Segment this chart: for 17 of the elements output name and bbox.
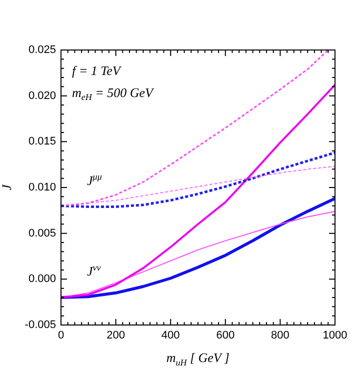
y-axis-title: J [0, 183, 14, 190]
x-tick-label: 400 [161, 330, 180, 342]
y-tick-label: 0.025 [28, 44, 56, 56]
line-series [61, 50, 329, 207]
y-tick-label: 0.020 [28, 90, 56, 102]
x-tick-label: 600 [216, 330, 235, 342]
y-tick-label: 0.000 [28, 273, 56, 286]
x-tick-label: 200 [106, 330, 125, 342]
line-series [61, 151, 335, 208]
x-tick-label: 800 [271, 330, 290, 342]
x-tick-label: 1000 [322, 330, 348, 342]
y-tick-label: 0.015 [28, 136, 56, 148]
y-tick-label: -0.005 [24, 319, 56, 332]
y-tick-label: 0.005 [28, 227, 56, 240]
x-tick-label: 0 [58, 330, 64, 342]
annotation: f = 1 TeV [72, 62, 122, 78]
y-tick-label: 0.010 [28, 182, 56, 194]
